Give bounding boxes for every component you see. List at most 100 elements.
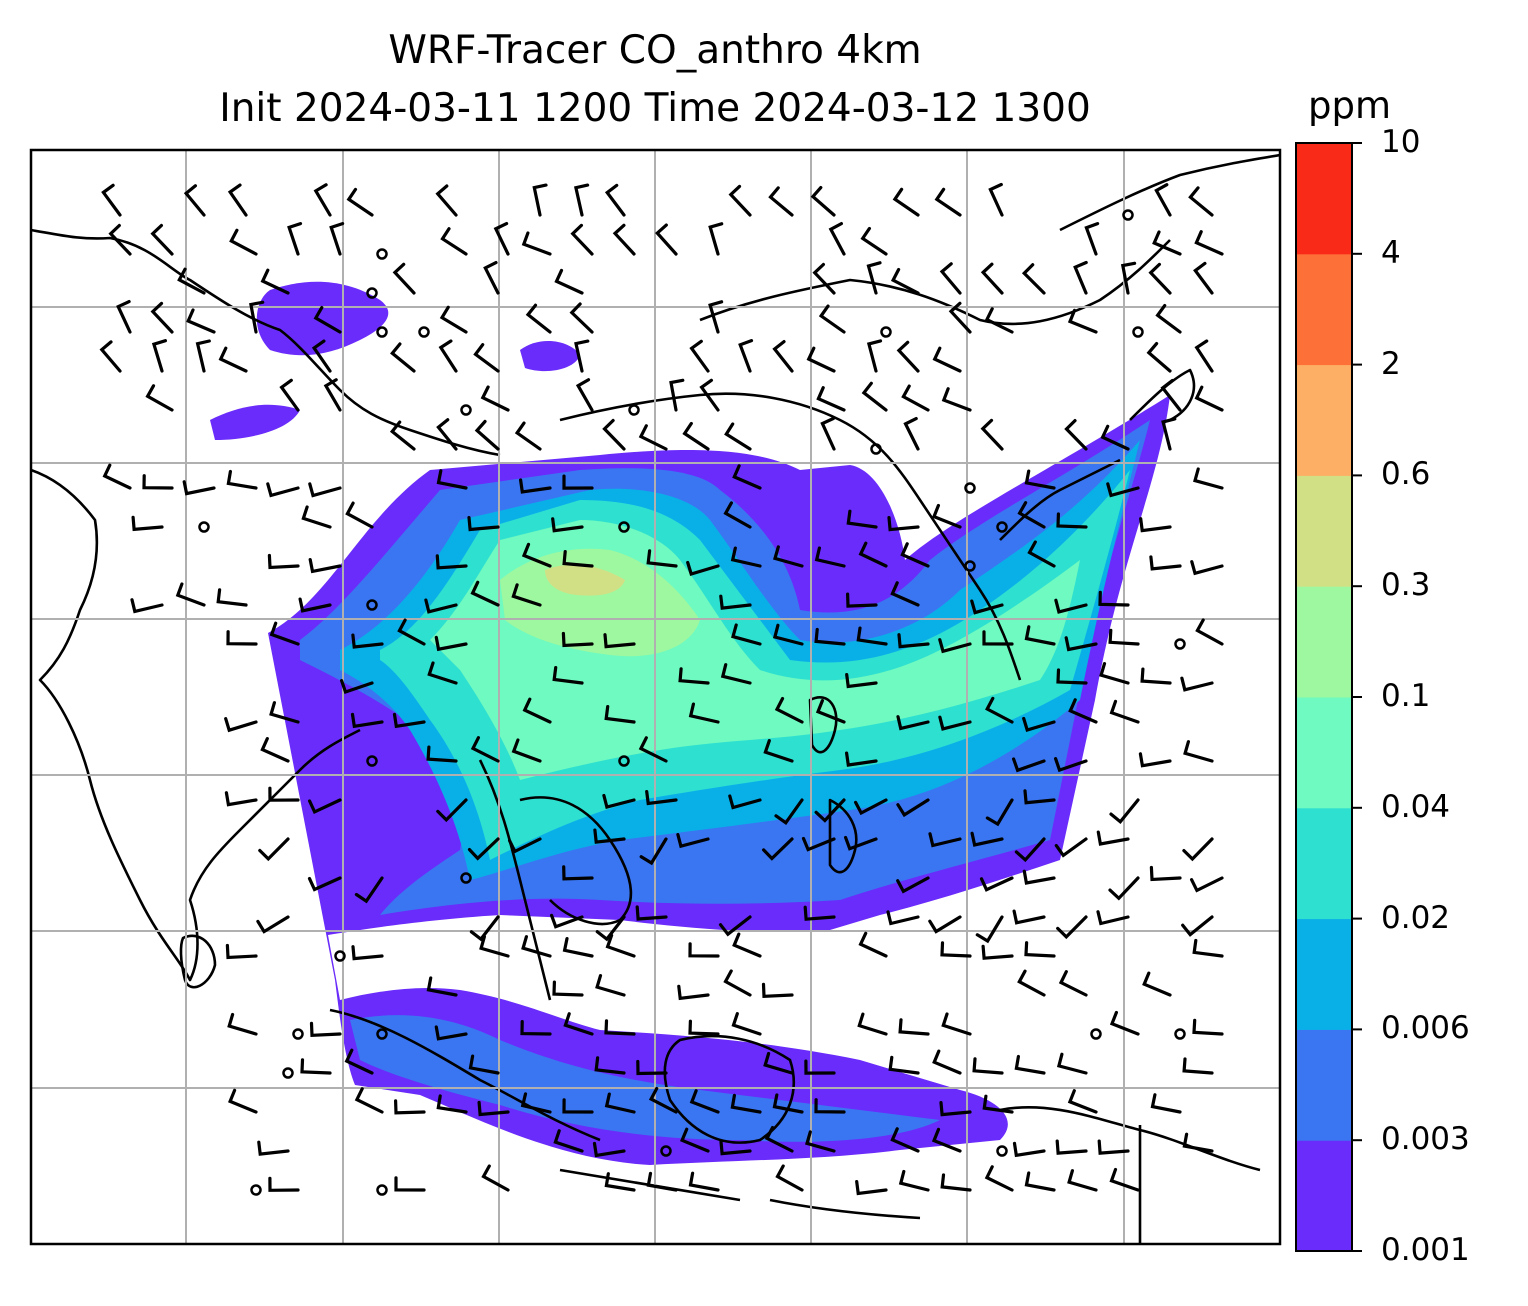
- colorbar-tick-label: 2: [1381, 345, 1401, 382]
- wind-barb: [731, 1012, 762, 1036]
- wind-barb: [1017, 501, 1046, 529]
- wind-barb: [814, 1098, 846, 1114]
- wind-barb: [1154, 183, 1172, 217]
- wind-barb: [474, 419, 500, 451]
- calm-wind-marker: [334, 950, 346, 962]
- wind-barb: [1022, 716, 1056, 732]
- wind-barb: [346, 187, 374, 217]
- colorbar-tick-label: 0.04: [1381, 788, 1451, 825]
- wind-barb: [932, 1049, 962, 1075]
- calm-wind-marker: [376, 248, 388, 260]
- colorbar-band: [1296, 807, 1352, 920]
- sri-lanka: [179, 934, 217, 989]
- calm-wind-marker: [418, 326, 430, 338]
- wind-barb: [655, 223, 678, 256]
- calm-wind-marker: [660, 1145, 672, 1157]
- wind-barb: [1024, 625, 1056, 646]
- wind-barb: [931, 503, 962, 529]
- colorbar-band: [1296, 143, 1352, 255]
- wind-barb: [267, 553, 300, 570]
- wind-barb: [984, 307, 1014, 334]
- wind-barb: [1194, 230, 1224, 256]
- wind-barb: [845, 751, 878, 767]
- map-area: [31, 150, 1280, 1244]
- wind-barb: [896, 715, 930, 731]
- wind-barb: [479, 935, 510, 958]
- wind-barb: [773, 545, 804, 568]
- wind-barb: [682, 421, 710, 451]
- wind-barb: [898, 1169, 930, 1192]
- wind-barb: [1012, 757, 1046, 773]
- colorbar-tick-label: 4: [1381, 234, 1401, 271]
- wind-barb: [940, 1173, 972, 1192]
- wind-barb: [397, 618, 426, 646]
- wind-barb: [561, 631, 594, 648]
- wind-barb: [982, 1094, 1014, 1114]
- wind-barb: [1193, 467, 1224, 490]
- wind-barb: [1194, 339, 1214, 373]
- wind-barb: [1182, 1132, 1214, 1153]
- wind-barb: [1022, 869, 1056, 885]
- wind-barb: [1017, 969, 1046, 997]
- wind-barb: [269, 701, 300, 724]
- wind-barb: [227, 1012, 258, 1036]
- wind-barb: [182, 480, 216, 496]
- calm-wind-marker: [1122, 209, 1134, 221]
- wind-barb: [424, 598, 458, 614]
- wind-barb: [1056, 915, 1088, 940]
- wind-barb: [521, 542, 552, 568]
- wind-barb: [938, 715, 972, 731]
- wind-barb: [436, 418, 458, 451]
- wind-barb: [307, 876, 342, 892]
- wind-barb: [810, 186, 836, 217]
- wind-barb: [1012, 1141, 1046, 1158]
- wind-barb: [939, 1101, 972, 1117]
- wind-barb: [856, 626, 888, 646]
- wind-barb: [551, 517, 584, 533]
- wind-barb: [570, 223, 594, 256]
- wind-barb: [724, 422, 752, 451]
- wind-barb: [1014, 837, 1046, 863]
- wind-barb: [340, 679, 374, 695]
- wind-barb: [979, 876, 1014, 892]
- wind-barb: [677, 984, 710, 1001]
- calm-wind-marker: [880, 326, 892, 338]
- wind-barb: [861, 381, 888, 412]
- indochina: [478, 759, 633, 1001]
- map-frame: [29, 148, 1282, 1246]
- wind-barb: [435, 184, 458, 217]
- korea-japan: [999, 368, 1196, 541]
- wind-barb: [562, 474, 594, 490]
- colorbar-tick-label: 0.3: [1381, 567, 1431, 604]
- wind-barb: [313, 306, 342, 334]
- wind-barb: [574, 339, 590, 373]
- wind-barb: [972, 1057, 1004, 1075]
- wind-barb: [612, 223, 636, 256]
- wind-barb: [806, 346, 836, 373]
- wind-barb: [1106, 482, 1140, 498]
- wind-barb: [686, 560, 720, 576]
- wind-barb: [354, 876, 384, 904]
- calm-wind-marker: [628, 404, 640, 416]
- wind-barb: [195, 339, 211, 373]
- wind-barb: [493, 222, 510, 256]
- wind-barb: [934, 187, 962, 217]
- gridlines: [31, 150, 1280, 1244]
- wind-barb: [175, 582, 206, 607]
- wind-barb: [635, 905, 668, 921]
- wind-barb: [1056, 512, 1088, 529]
- wind-barb: [1182, 1057, 1214, 1075]
- wind-barb: [648, 1086, 678, 1114]
- wind-barb: [436, 798, 468, 823]
- wind-barb: [101, 183, 122, 217]
- wind-barb: [426, 976, 458, 997]
- wind-barb: [470, 580, 500, 607]
- wind-barb: [1192, 1018, 1224, 1036]
- wind-barb: [1096, 910, 1130, 926]
- wind-barb: [108, 223, 132, 256]
- wind-barb: [718, 915, 752, 937]
- colorbar-tick-label: 0.02: [1381, 899, 1451, 936]
- wind-barb: [426, 745, 458, 763]
- wind-barb: [226, 630, 258, 646]
